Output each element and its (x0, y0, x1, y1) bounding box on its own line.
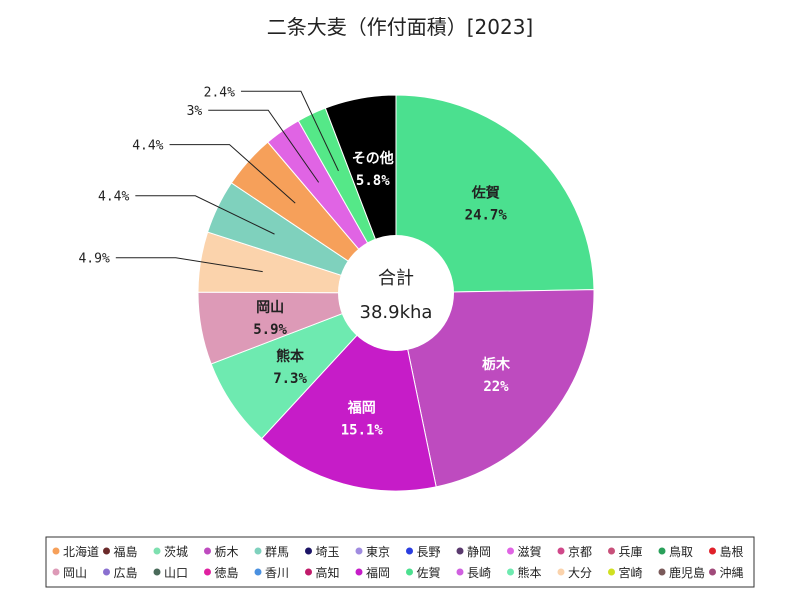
legend-swatch (305, 547, 312, 555)
callout-label: 4.4% (98, 190, 129, 205)
slice-value-label: 7.3% (273, 371, 307, 387)
legend-item-label: 長崎 (467, 566, 491, 580)
legend-swatch (456, 568, 464, 576)
slice-value-label: 15.1% (341, 422, 384, 438)
legend-item-label: 東京 (366, 545, 390, 559)
slice-value-label: 22% (483, 379, 509, 395)
slice-value-label: 5.8% (356, 173, 390, 189)
slice-栃木 (395, 289, 595, 488)
legend-swatch (507, 547, 514, 555)
legend-swatch (103, 547, 110, 555)
legend-item-label: 静岡 (467, 545, 491, 559)
legend-swatch (608, 568, 615, 576)
center-value: 38.9kha (360, 302, 433, 323)
legend-item-label: 京都 (568, 545, 592, 559)
legend-swatch (103, 568, 110, 576)
legend-item-label: 香川 (265, 566, 289, 580)
legend-swatch (557, 568, 565, 576)
callout-line (135, 195, 275, 235)
legend-item-label: 岡山 (63, 566, 87, 580)
chart-title: 二条大麦（作付面積）[2023] (267, 15, 534, 39)
legend-item-label: 福岡 (366, 565, 390, 580)
slice-value-label: 24.7% (465, 208, 508, 224)
legend-item-label: 高知 (316, 565, 340, 580)
legend-swatch (204, 547, 211, 555)
legend-item-label: 群馬 (265, 545, 289, 559)
slice-value-label: 5.9% (253, 322, 287, 338)
legend-swatch (557, 547, 565, 555)
legend-item-label: 茨城 (164, 545, 188, 559)
legend-item-label: 大分 (568, 566, 592, 580)
legend-swatch (52, 568, 60, 576)
legend-swatch (608, 547, 615, 555)
legend-swatch (456, 547, 464, 555)
slice-name-label: 岡山 (256, 300, 284, 316)
callout-line (169, 144, 296, 204)
legend-swatch (305, 568, 312, 576)
slice-佐賀 (395, 94, 595, 294)
legend-item-label: 北海道 (63, 544, 99, 559)
legend-item-label: 栃木 (215, 545, 239, 559)
slice-inside-labels: 佐賀 24.7% 栃木 22% 福岡 15.1% 熊本 7.3% 岡山 5.9% その他 5.8% (253, 150, 511, 438)
legend-swatch (658, 568, 666, 576)
legend-swatch (709, 547, 716, 555)
slice-name-label: 福岡 (347, 399, 376, 416)
callout-line (115, 257, 263, 273)
legend-item-label: 島根 (720, 544, 744, 559)
legend-swatch (254, 568, 262, 576)
callout-label: 2.4% (204, 85, 235, 100)
legend-swatch (507, 568, 514, 576)
legend-item-label: 徳島 (215, 565, 239, 580)
callout-label: 4.4% (132, 139, 163, 154)
legend-swatch (153, 547, 161, 555)
legend-item-label: 宮崎 (619, 565, 643, 580)
legend-item-label: 滋賀 (518, 545, 542, 559)
legend-item-label: 鹿児島 (669, 565, 705, 580)
slice-name-label: 佐賀 (471, 185, 500, 202)
callout-label: 3% (187, 104, 203, 119)
callout-line (240, 90, 339, 172)
slice-callouts: 4.9% 4.4% 4.4% 3%2.4% (78, 85, 339, 273)
legend-item-label: 鳥取 (669, 544, 693, 559)
legend-item-label: 沖縄 (720, 565, 744, 580)
legend-swatch (658, 547, 666, 555)
legend-swatch (355, 568, 363, 576)
slice-name-label: 熊本 (276, 348, 305, 365)
legend-swatch (52, 547, 60, 555)
legend-item-label: 山口 (164, 566, 188, 580)
slice-name-label: 栃木 (482, 356, 511, 373)
legend-swatch (254, 547, 262, 555)
callout-line (208, 109, 320, 183)
donut-hole (338, 235, 454, 351)
legend-swatch (153, 568, 161, 576)
legend-item-label: 福島 (114, 544, 138, 559)
legend-swatch (406, 547, 413, 555)
legend-item-label: 広島 (114, 565, 138, 580)
legend-item-label: 兵庫 (619, 545, 643, 559)
center-label: 合計 (378, 268, 414, 289)
slice-name-label: その他 (352, 150, 394, 167)
legend-item-label: 長野 (417, 545, 441, 559)
legend-item-label: 埼玉 (316, 545, 340, 559)
legend-swatch (406, 568, 413, 576)
legend-item-label: 佐賀 (417, 566, 441, 580)
legend-swatch (204, 568, 211, 576)
legend-swatch (709, 568, 716, 576)
legend-swatch (355, 547, 363, 555)
legend-box (45, 536, 755, 588)
legend-item-label: 熊本 (518, 565, 542, 580)
callout-label: 4.9% (78, 252, 109, 267)
